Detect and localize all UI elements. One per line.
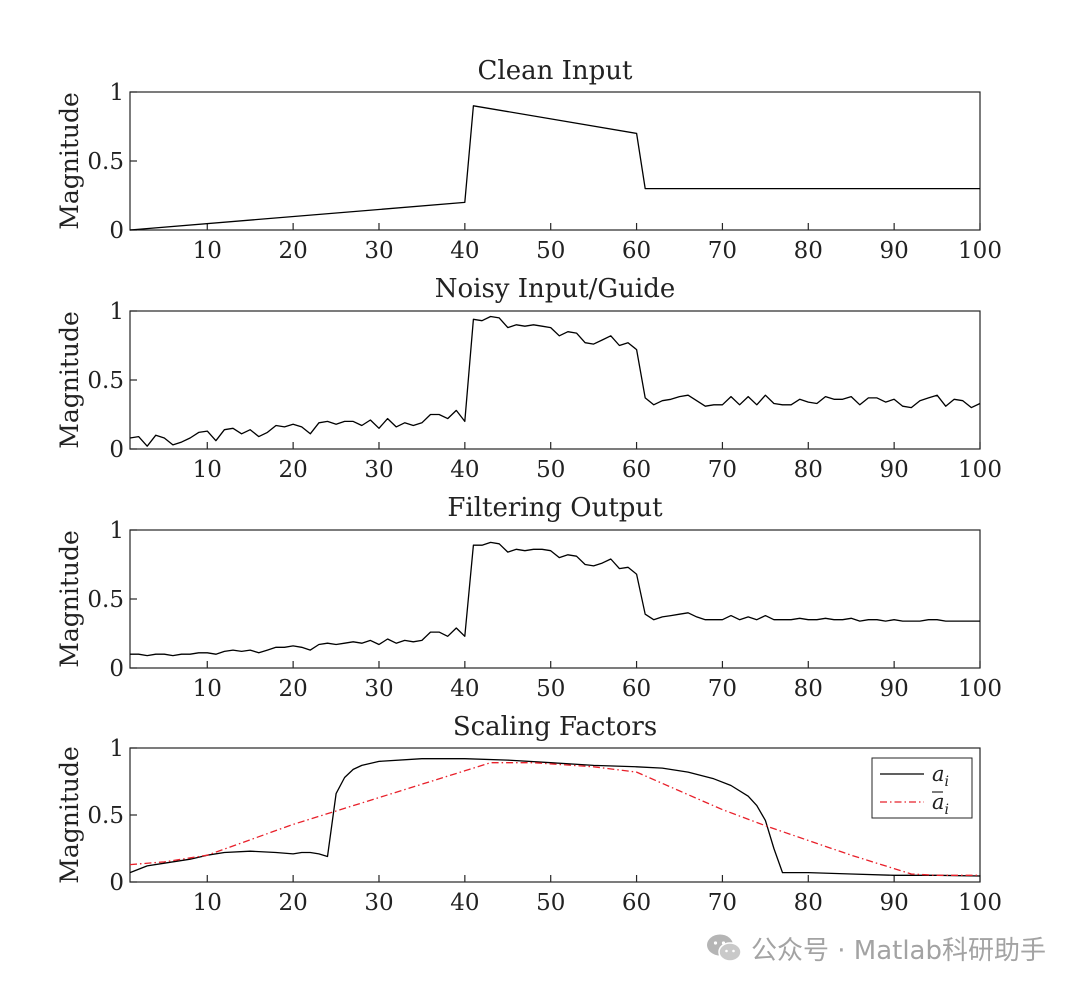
x-tick-label: 50 xyxy=(536,890,565,916)
subplot-title: Noisy Input/Guide xyxy=(435,274,676,304)
subplot-title: Filtering Output xyxy=(447,493,663,523)
x-tick-label: 70 xyxy=(708,676,737,702)
axis-ticks: 10 20 30 40 50 60 70 80 90 100 0 0.5 1 xyxy=(87,518,1002,702)
subplot-noisy-input: Noisy Input/Guide Magnitude 10 20 30 40 50 60… xyxy=(55,274,1002,483)
subplot-scaling-factors: Scaling Factors Magnitude 10 20 30 40 50 60 70… xyxy=(55,712,1002,916)
axes-frame xyxy=(129,747,981,883)
x-tick-label: 10 xyxy=(193,457,222,483)
x-tick-label: 100 xyxy=(958,457,1002,483)
y-tick-label: 0 xyxy=(109,218,124,244)
y-axis-label: Magnitude xyxy=(55,92,84,230)
axes-frame xyxy=(129,91,981,231)
x-tick-label: 30 xyxy=(364,238,393,264)
x-tick-label: 60 xyxy=(622,890,651,916)
y-tick-label: 0.5 xyxy=(87,149,124,175)
x-tick-label: 50 xyxy=(536,457,565,483)
subplot-title: Clean Input xyxy=(478,56,634,86)
x-tick-label: 80 xyxy=(794,676,823,702)
x-tick-label: 90 xyxy=(880,457,909,483)
x-tick-label: 20 xyxy=(278,676,307,702)
x-tick-label: 10 xyxy=(193,890,222,916)
series-line-clean-input xyxy=(129,105,980,231)
x-tick-label: 30 xyxy=(364,676,393,702)
x-tick-label: 80 xyxy=(794,238,823,264)
x-tick-label: 100 xyxy=(958,238,1002,264)
subplot-clean-input: Clean Input Magnitude 10 20 30 40 50 60 70 80 90… xyxy=(55,56,1002,264)
y-tick-label: 1 xyxy=(109,80,124,106)
x-tick-label: 20 xyxy=(278,238,307,264)
x-tick-label: 80 xyxy=(794,890,823,916)
x-tick-label: 90 xyxy=(880,676,909,702)
series-layer xyxy=(129,315,981,447)
x-tick-label: 100 xyxy=(958,676,1002,702)
y-tick-label: 1 xyxy=(109,299,124,325)
x-tick-label: 40 xyxy=(450,676,479,702)
x-tick-label: 90 xyxy=(880,890,909,916)
x-tick-label: 40 xyxy=(450,457,479,483)
x-tick-label: 40 xyxy=(450,890,479,916)
y-tick-label: 0.5 xyxy=(87,587,124,613)
y-axis-label: Magnitude xyxy=(55,530,84,668)
axes-frame xyxy=(129,529,981,669)
x-tick-label: 50 xyxy=(536,676,565,702)
series-layer xyxy=(129,758,981,877)
subplot-filtering-output: Filtering Output Magnitude 10 20 30 40 50 60 7… xyxy=(55,493,1002,702)
series-line-a-i xyxy=(129,758,981,877)
y-tick-label: 0 xyxy=(109,870,124,896)
y-axis-label: Magnitude xyxy=(55,746,84,884)
x-tick-label: 50 xyxy=(536,238,565,264)
y-tick-label: 0 xyxy=(109,437,124,463)
axis-ticks: 10 20 30 40 50 60 70 80 90 100 0 0.5 1 xyxy=(87,80,1002,264)
y-tick-label: 0 xyxy=(109,656,124,682)
axis-ticks: 10 20 30 40 50 60 70 80 90 100 0 0.5 1 xyxy=(87,736,1002,916)
x-tick-label: 20 xyxy=(278,457,307,483)
axis-ticks: 10 20 30 40 50 60 70 80 90 100 0 0.5 1 xyxy=(87,299,1002,483)
y-tick-label: 1 xyxy=(109,518,124,544)
watermark-text: 公众号 · Matlab科研助手 xyxy=(750,935,1046,966)
series-layer xyxy=(129,105,980,231)
series-line-noisy-input xyxy=(129,315,981,447)
x-tick-label: 70 xyxy=(708,238,737,264)
x-tick-label: 20 xyxy=(278,890,307,916)
x-tick-label: 70 xyxy=(708,890,737,916)
x-tick-label: 70 xyxy=(708,457,737,483)
series-layer xyxy=(130,541,980,657)
x-tick-label: 10 xyxy=(193,238,222,264)
y-tick-label: 0.5 xyxy=(87,368,124,394)
x-tick-label: 60 xyxy=(622,238,651,264)
series-line-a-bar-i xyxy=(129,762,980,876)
y-tick-label: 1 xyxy=(109,736,124,762)
y-tick-label: 0.5 xyxy=(87,803,124,829)
subplot-title: Scaling Factors xyxy=(453,712,657,742)
x-tick-label: 30 xyxy=(364,457,393,483)
x-tick-label: 100 xyxy=(958,890,1002,916)
watermark: 公众号 · Matlab科研助手 xyxy=(705,928,1046,968)
y-axis-label: Magnitude xyxy=(55,311,84,449)
x-tick-label: 60 xyxy=(622,457,651,483)
x-tick-label: 60 xyxy=(622,676,651,702)
x-tick-label: 10 xyxy=(193,676,222,702)
legend-box xyxy=(871,757,973,819)
x-tick-label: 90 xyxy=(880,238,909,264)
x-tick-label: 30 xyxy=(364,890,393,916)
x-tick-label: 80 xyxy=(794,457,823,483)
wechat-icon xyxy=(706,934,742,962)
series-line-filtering-output xyxy=(130,541,980,657)
x-tick-label: 40 xyxy=(450,238,479,264)
